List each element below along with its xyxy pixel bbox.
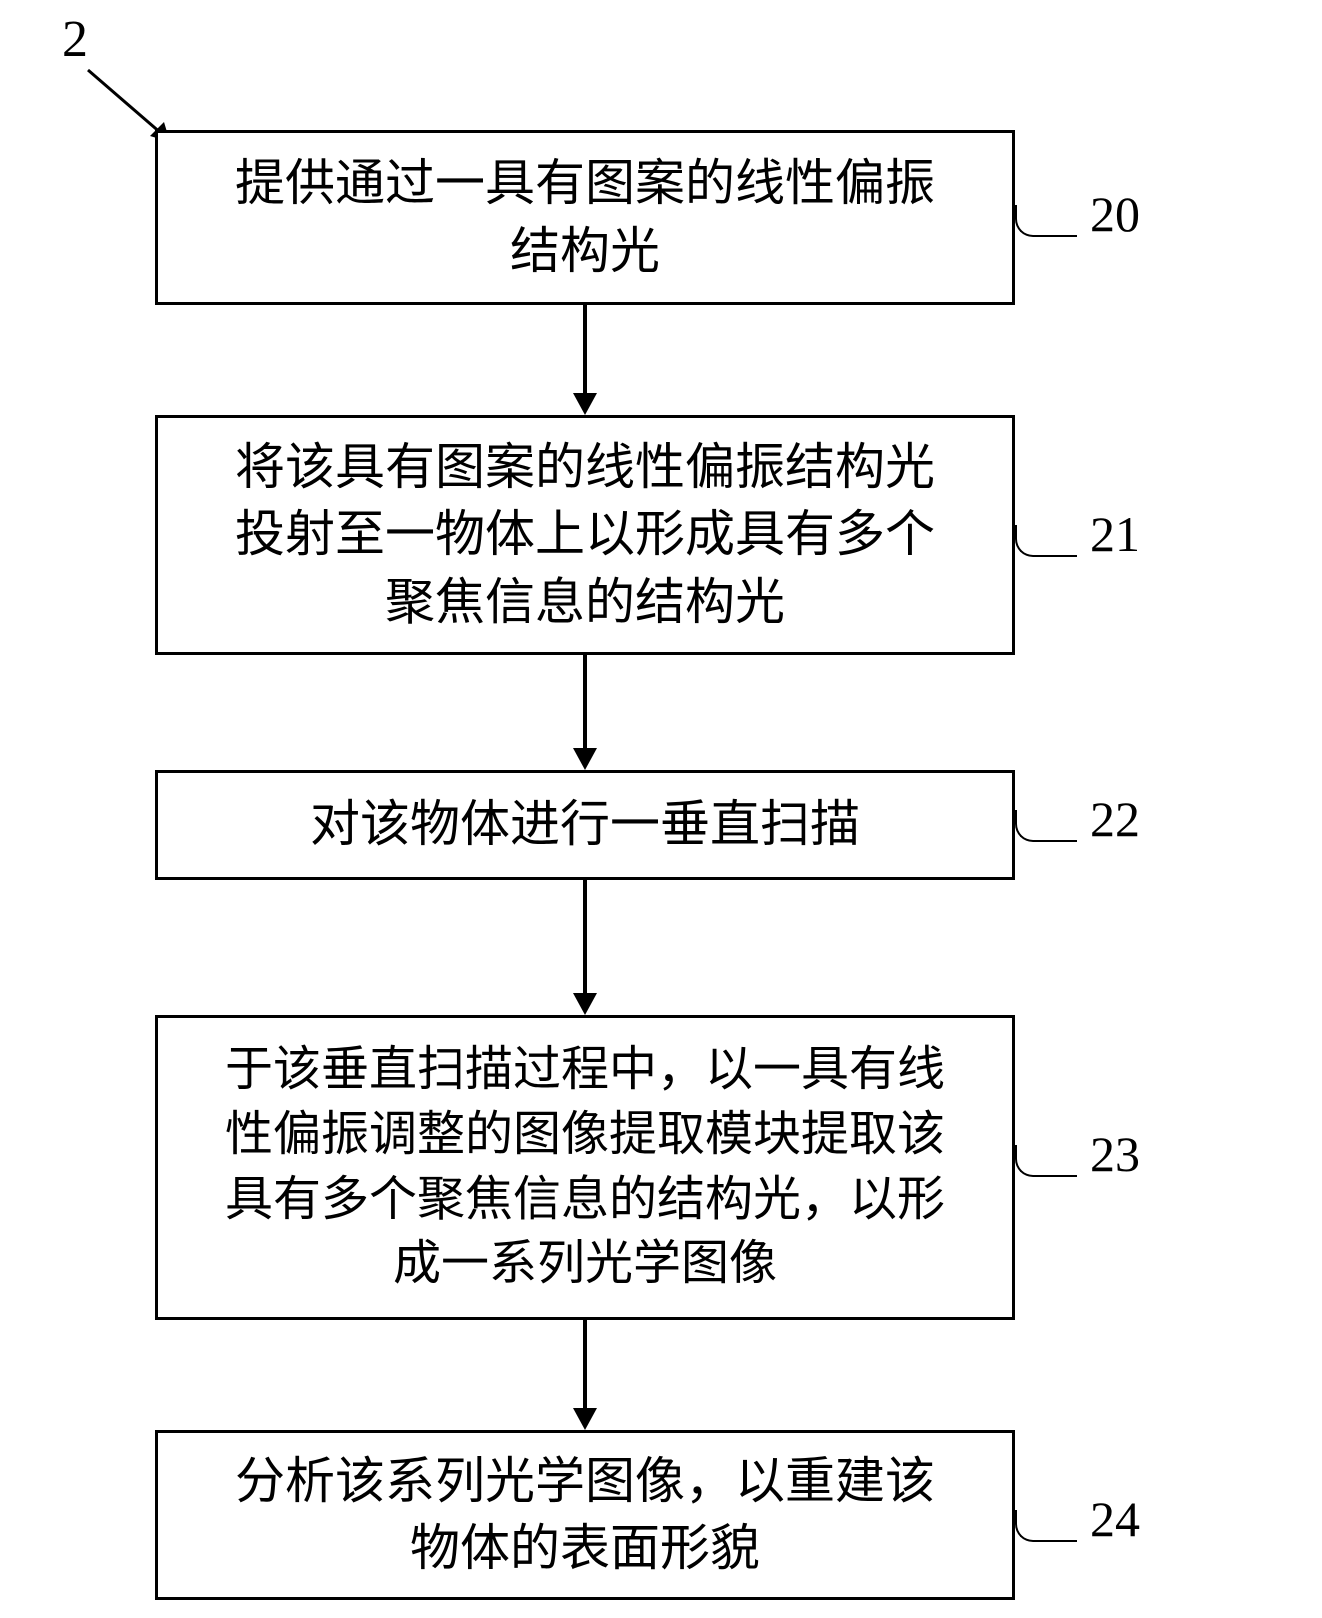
flow-step-24: 分析该系列光学图像，以重建该物体的表面形貌 [155, 1430, 1015, 1600]
ref-label-23: 23 [1090, 1125, 1140, 1183]
flowchart-canvas: 2 提供通过一具有图案的线性偏振结构光 20 将该具有图案的线性偏振结构光投射至一物体… [0, 0, 1322, 1618]
flow-step-23: 于该垂直扫描过程中，以一具有线性偏振调整的图像提取模块提取该具有多个聚焦信息的结… [155, 1015, 1015, 1320]
ref-label-21: 21 [1090, 505, 1140, 563]
flow-arrow-head-0 [573, 393, 597, 415]
ref-label-20: 20 [1090, 185, 1140, 243]
flow-arrow-3 [583, 1320, 587, 1408]
ref-leader-22 [1015, 810, 1077, 842]
flow-step-text: 对该物体进行一垂直扫描 [310, 791, 860, 859]
flow-step-21: 将该具有图案的线性偏振结构光投射至一物体上以形成具有多个聚焦信息的结构光 [155, 415, 1015, 655]
flow-step-20: 提供通过一具有图案的线性偏振结构光 [155, 130, 1015, 305]
flow-step-22: 对该物体进行一垂直扫描 [155, 770, 1015, 880]
flow-step-text: 分析该系列光学图像，以重建该物体的表面形貌 [235, 1448, 935, 1583]
ref-label-22: 22 [1090, 790, 1140, 848]
ref-leader-24 [1015, 1510, 1077, 1542]
flow-step-text: 提供通过一具有图案的线性偏振结构光 [235, 150, 935, 285]
flow-arrow-1 [583, 655, 587, 748]
flow-arrow-head-2 [573, 993, 597, 1015]
ref-leader-21 [1015, 525, 1077, 557]
flow-step-text: 将该具有图案的线性偏振结构光投射至一物体上以形成具有多个聚焦信息的结构光 [235, 434, 935, 637]
flow-arrow-2 [583, 880, 587, 993]
flow-arrow-head-3 [573, 1408, 597, 1430]
diagram-ref-label: 2 [62, 10, 88, 69]
ref-label-24: 24 [1090, 1490, 1140, 1548]
ref-leader-20 [1015, 205, 1077, 237]
flow-arrow-head-1 [573, 748, 597, 770]
flow-step-text: 于该垂直扫描过程中，以一具有线性偏振调整的图像提取模块提取该具有多个聚焦信息的结… [225, 1038, 945, 1297]
flow-arrow-0 [583, 305, 587, 393]
ref-leader-23 [1015, 1145, 1077, 1177]
